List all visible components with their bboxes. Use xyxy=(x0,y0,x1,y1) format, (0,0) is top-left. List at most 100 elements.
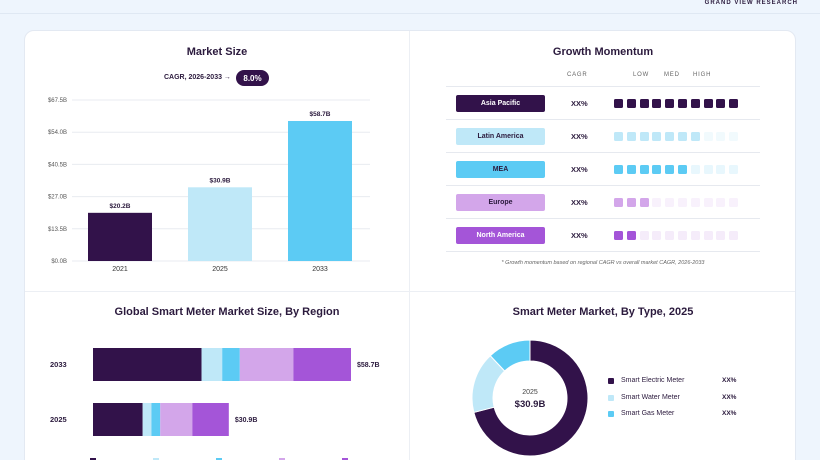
y-tick-label: $0.0B xyxy=(51,259,67,265)
region-pill: Asia Pacific xyxy=(456,95,545,112)
market-size-title: Market Size xyxy=(186,46,248,58)
region-legend-swatch xyxy=(153,458,159,460)
momentum-dot xyxy=(626,198,636,207)
y-tick-label: $13.5B xyxy=(48,227,67,233)
y-tick-label: $54.0B xyxy=(48,130,67,136)
y-tick-label: $27.0B xyxy=(48,195,67,201)
col-header-high: HIGH xyxy=(693,72,712,78)
momentum-dot xyxy=(678,165,687,174)
stack-segment-2033-2 xyxy=(201,348,223,381)
horizontal-divider xyxy=(25,291,795,292)
legend-value-water: XX% xyxy=(722,394,737,401)
vertical-divider xyxy=(409,31,410,460)
x-tick-label: 2025 xyxy=(212,266,228,273)
momentum-dot xyxy=(678,231,687,240)
top-bar: GRAND VIEW RESEARCH xyxy=(0,0,820,14)
region-legend-swatch xyxy=(216,458,222,460)
momentum-dot xyxy=(690,231,700,240)
region-chart-title: Global Smart Meter Market Size, By Regio… xyxy=(114,306,340,318)
momentum-dot xyxy=(690,132,700,141)
legend-label-water: Smart Water Meter xyxy=(621,394,680,401)
region-cagr: XX% xyxy=(571,165,588,174)
legend-value-gas: XX% xyxy=(722,410,737,417)
momentum-dot xyxy=(716,198,726,207)
momentum-dot xyxy=(652,165,662,174)
momentum-dot xyxy=(716,231,726,240)
stack-segment-2033-1 xyxy=(93,348,202,381)
donut-slice-1 xyxy=(473,339,589,457)
row-divider xyxy=(446,152,760,153)
momentum-dot xyxy=(639,165,649,174)
region-pill: Latin America xyxy=(456,128,545,145)
legend-swatch-water xyxy=(608,395,614,401)
momentum-dot xyxy=(729,99,739,108)
region-cagr: XX% xyxy=(571,231,588,240)
x-tick-label: 2021 xyxy=(112,266,128,273)
legend-swatch-electric xyxy=(608,378,614,384)
legend-swatch-gas xyxy=(608,411,614,417)
region-pill: North America xyxy=(456,227,545,244)
momentum-dot xyxy=(652,198,662,207)
momentum-dot xyxy=(703,165,713,174)
region-cagr: XX% xyxy=(571,132,588,141)
row-total-label: $30.9B xyxy=(235,417,258,424)
legend-value-electric: XX% xyxy=(722,377,737,384)
donut-center-value: $30.9B xyxy=(514,399,546,410)
stack-segment-2025-5 xyxy=(192,403,229,436)
col-header-med: MED xyxy=(664,72,680,78)
region-legend-swatch xyxy=(90,458,96,460)
momentum-dot xyxy=(614,99,623,108)
momentum-dot xyxy=(703,132,713,141)
region-cagr: XX% xyxy=(571,99,588,108)
momentum-dot xyxy=(678,198,687,207)
momentum-dot xyxy=(678,132,687,141)
y-tick-label: $40.5B xyxy=(48,162,67,168)
region-pill: Europe xyxy=(456,194,545,211)
momentum-dot xyxy=(678,99,687,108)
region-pill: MEA xyxy=(456,161,545,178)
momentum-dot xyxy=(626,165,636,174)
row-total-label: $58.7B xyxy=(357,362,380,369)
momentum-dot xyxy=(716,165,726,174)
stack-segment-2025-3 xyxy=(151,403,161,436)
row-label: 2033 xyxy=(50,360,67,369)
type-donut-chart xyxy=(471,339,589,457)
momentum-dot xyxy=(626,99,636,108)
momentum-dot xyxy=(690,198,700,207)
row-label: 2025 xyxy=(50,415,67,424)
stack-segment-2025-4 xyxy=(160,403,193,436)
momentum-dot xyxy=(614,231,623,240)
momentum-dot xyxy=(626,132,636,141)
momentum-dot xyxy=(729,165,739,174)
momentum-dot xyxy=(716,132,726,141)
stack-segment-2025-2 xyxy=(142,403,152,436)
row-divider xyxy=(446,185,760,186)
bar-2033 xyxy=(288,120,352,262)
stack-segment-2025-1 xyxy=(93,403,143,436)
region-legend-swatch xyxy=(342,458,348,460)
momentum-dot xyxy=(665,99,675,108)
momentum-dot xyxy=(665,165,675,174)
momentum-dot xyxy=(665,231,675,240)
region-legend-swatch xyxy=(279,458,285,460)
momentum-dot xyxy=(614,198,623,207)
donut-slice-3 xyxy=(489,339,531,372)
y-tick-label: $67.5B xyxy=(48,98,67,104)
momentum-dot xyxy=(690,165,700,174)
momentum-dot xyxy=(729,132,739,141)
momentum-dot xyxy=(626,231,636,240)
momentum-dot xyxy=(639,231,649,240)
momentum-dot xyxy=(639,198,649,207)
momentum-dot xyxy=(665,132,675,141)
momentum-dot xyxy=(652,231,662,240)
table-top-divider xyxy=(446,86,760,87)
col-header-cagr: CAGR xyxy=(567,72,588,78)
momentum-dot xyxy=(665,198,675,207)
col-header-low: LOW xyxy=(633,72,650,78)
momentum-dot xyxy=(639,99,649,108)
bar-2021 xyxy=(88,212,152,261)
bar-value-label: $58.7B xyxy=(310,111,331,118)
stack-segment-2033-4 xyxy=(239,348,294,381)
brand-logo-text: GRAND VIEW RESEARCH xyxy=(704,0,798,6)
x-tick-label: 2033 xyxy=(312,266,328,273)
